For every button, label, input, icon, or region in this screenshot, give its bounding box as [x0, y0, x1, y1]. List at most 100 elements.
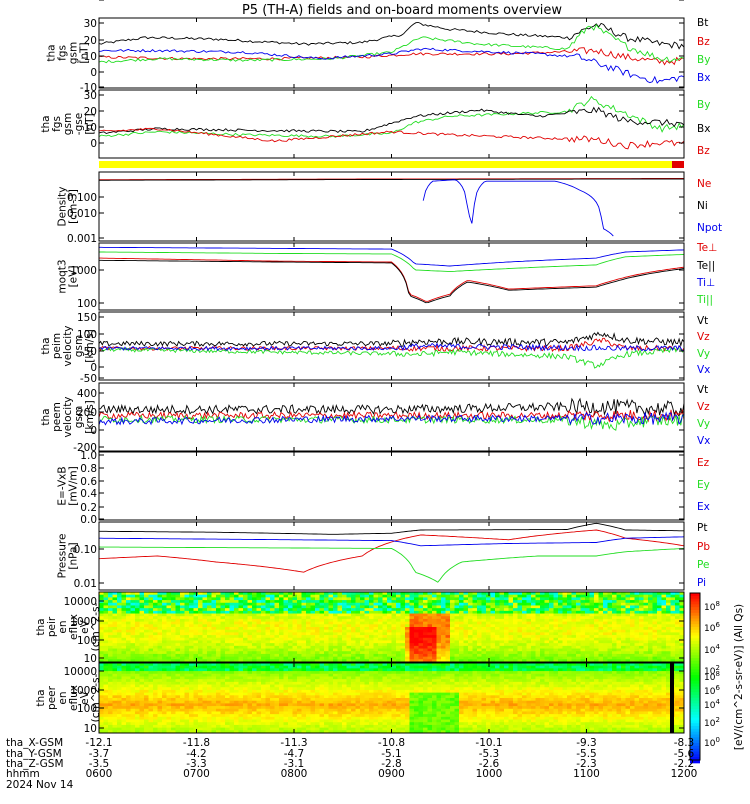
spectrogram-cell — [234, 622, 239, 625]
spectrogram-cell — [234, 635, 239, 638]
spectrogram-cell — [446, 597, 451, 600]
spectrogram-cell — [221, 630, 226, 633]
spectrogram-cell — [216, 695, 221, 698]
spectrogram-cell — [180, 646, 185, 649]
spectrogram-cell — [207, 693, 212, 696]
spectrogram-cell — [428, 608, 433, 611]
spectrogram-cell — [671, 654, 676, 657]
spectrogram-cell — [405, 627, 410, 630]
spectrogram-cell — [108, 616, 113, 619]
spectrogram-cell — [261, 622, 266, 625]
spectrogram-cell — [558, 643, 563, 646]
spectrogram-cell — [261, 711, 266, 714]
spectrogram-cell — [369, 603, 374, 606]
spectrogram-cell — [675, 616, 680, 619]
spectrogram-cell — [414, 643, 419, 646]
spectrogram-cell — [149, 690, 154, 693]
spectrogram-cell — [216, 614, 221, 617]
spectrogram-cell — [464, 603, 469, 606]
spectrogram-cell — [518, 597, 523, 600]
spectrogram-cell — [666, 632, 671, 635]
spectrogram-cell — [230, 666, 235, 669]
spectrogram-cell — [279, 703, 284, 706]
spectrogram-cell — [185, 703, 190, 706]
y-axis-label-efield: E=-VxB[mV/m] — [57, 466, 80, 505]
spectrogram-cell — [414, 611, 419, 614]
spectrogram-cell — [153, 622, 158, 625]
series-line-pressure-pe — [99, 547, 684, 582]
spectrogram-cell — [284, 701, 289, 704]
spectrogram-cell — [626, 651, 631, 654]
spectrogram-cell — [221, 608, 226, 611]
spectrogram-cell — [302, 595, 307, 598]
spectrogram-cell — [126, 603, 131, 606]
spectrogram-cell — [198, 657, 203, 660]
spectrogram-cell — [405, 649, 410, 652]
spectrogram-cell — [225, 622, 230, 625]
spectrogram-cell — [603, 611, 608, 614]
spectrogram-cell — [140, 693, 145, 696]
spectrogram-cell — [261, 643, 266, 646]
spectrogram-cell — [527, 632, 532, 635]
spectrogram-cell — [585, 649, 590, 652]
spectrogram-cell — [225, 654, 230, 657]
spectrogram-cell — [477, 597, 482, 600]
spectrogram-cell — [369, 622, 374, 625]
spectrogram-cell — [599, 654, 604, 657]
spectrogram-cell — [306, 619, 311, 622]
spectrogram-cell — [423, 597, 428, 600]
y-axis-label-pressure: Pressure[nPa] — [57, 534, 80, 579]
spectrogram-cell — [248, 701, 253, 704]
spectrogram-cell — [302, 666, 307, 669]
spectrogram-cell — [248, 674, 253, 677]
spectrogram-cell — [504, 657, 509, 660]
spectrogram-cell — [423, 630, 428, 633]
spectrogram-cell — [666, 616, 671, 619]
spectrogram-cell — [275, 640, 280, 643]
spectrogram-cell — [459, 614, 464, 617]
spectrogram-cell — [207, 619, 212, 622]
spectrogram-cell — [122, 693, 127, 696]
spectrogram-cell — [509, 657, 514, 660]
spectrogram-cell — [180, 698, 185, 701]
spectrogram-cell — [527, 603, 532, 606]
spectrogram-cell — [216, 597, 221, 600]
spectrogram-cell — [113, 630, 118, 633]
spectrogram-cell — [171, 651, 176, 654]
spectrogram-cell — [189, 693, 194, 696]
spectrogram-cell — [423, 616, 428, 619]
spectrogram-cell — [167, 693, 172, 696]
spectrogram-cell — [158, 632, 163, 635]
spectrogram-cell — [140, 703, 145, 706]
spectrogram-cell — [185, 649, 190, 652]
spectrogram-cell — [311, 619, 316, 622]
spectrogram-cell — [135, 676, 140, 679]
spectrogram-cell — [491, 608, 496, 611]
spectrogram-cell — [401, 608, 406, 611]
spectrogram-cell — [540, 638, 545, 641]
spectrogram-cell — [189, 654, 194, 657]
spectrogram-cell — [513, 632, 518, 635]
spectrogram-cell — [329, 624, 334, 627]
spectrogram-cell — [275, 605, 280, 608]
spectrogram-cell — [257, 703, 262, 706]
spectrogram-cell — [140, 643, 145, 646]
spectrogram-cell — [567, 632, 572, 635]
spectrogram-cell — [468, 600, 473, 603]
spectrogram-cell — [122, 603, 127, 606]
spectrogram-cell — [135, 674, 140, 677]
spectrogram-cell — [185, 654, 190, 657]
spectrogram-cell — [230, 616, 235, 619]
spectrogram-cell — [558, 595, 563, 598]
spectrogram-cell — [662, 643, 667, 646]
spectrogram-cell — [270, 714, 275, 717]
spectrogram-cell — [297, 605, 302, 608]
spectrogram-cell — [212, 706, 217, 709]
spectrogram-cell — [455, 616, 460, 619]
spectrogram-cell — [131, 698, 136, 701]
spectrogram-cell — [113, 595, 118, 598]
spectrogram-cell — [612, 632, 617, 635]
spectrogram-cell — [315, 649, 320, 652]
spectrogram-cell — [630, 640, 635, 643]
spectrogram-cell — [198, 685, 203, 688]
